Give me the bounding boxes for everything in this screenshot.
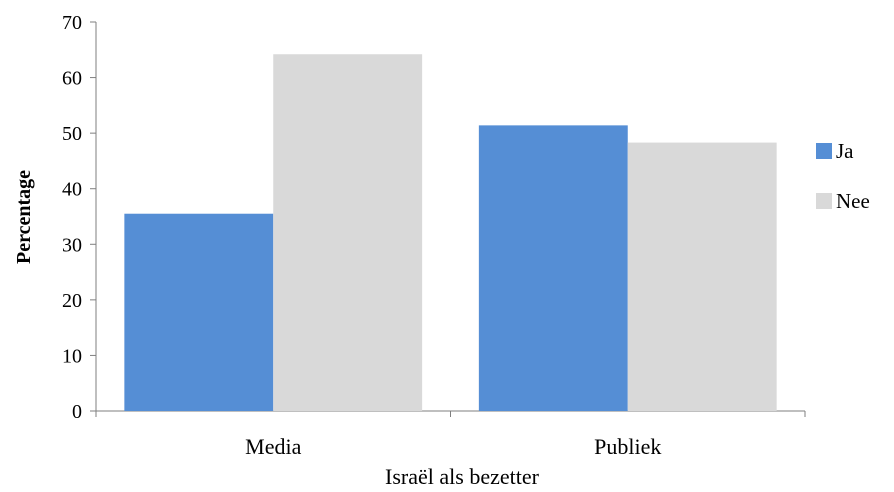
bar-ja-media bbox=[124, 213, 274, 411]
x-category-labels: Media Publiek bbox=[245, 434, 661, 459]
y-tick-label: 40 bbox=[62, 179, 82, 201]
y-tick-label: 50 bbox=[62, 123, 82, 145]
x-category-label: Media bbox=[245, 434, 301, 459]
bar-nee-media bbox=[273, 54, 423, 411]
x-axis bbox=[95, 410, 806, 417]
legend: Ja Nee bbox=[816, 139, 870, 213]
bar-nee-publiek bbox=[627, 142, 777, 411]
y-axis-title: Percentage bbox=[13, 170, 35, 264]
y-tick-label: 0 bbox=[72, 401, 82, 423]
y-tick-label: 70 bbox=[62, 12, 82, 34]
legend-label-nee: Nee bbox=[836, 189, 870, 213]
y-tick-label: 20 bbox=[62, 290, 82, 312]
x-axis-title: Israël als bezetter bbox=[385, 464, 540, 489]
legend-swatch-ja bbox=[816, 143, 832, 159]
y-tick-label: 30 bbox=[62, 234, 82, 256]
y-axis: 0 10 20 30 40 50 60 70 bbox=[62, 12, 97, 423]
legend-swatch-nee bbox=[816, 193, 832, 209]
legend-label-ja: Ja bbox=[836, 139, 854, 163]
bar-ja-publiek bbox=[478, 125, 628, 411]
y-tick-label: 60 bbox=[62, 68, 82, 90]
x-category-label: Publiek bbox=[594, 434, 661, 459]
y-tick-label: 10 bbox=[62, 345, 82, 367]
bars bbox=[124, 54, 777, 411]
